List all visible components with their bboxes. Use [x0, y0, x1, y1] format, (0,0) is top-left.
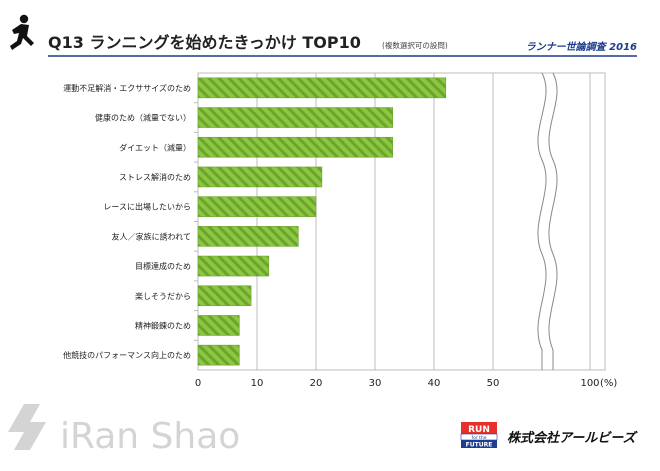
axis-break-right [548, 72, 558, 370]
category-label: 健康のため（減量でない） [95, 113, 191, 123]
category-label: 楽しそうだから [135, 291, 191, 301]
run-for-future-badge: RUN for the FUTURE [460, 422, 498, 449]
x-tick-label: 100 [580, 378, 599, 389]
x-axis-ticks: 0 10 20 30 40 50 100 (%) [195, 378, 618, 389]
category-label: 精神鍛錬のため [135, 320, 191, 330]
category-label: 目標達成のため [135, 261, 191, 271]
category-label: ストレス解消のため [119, 172, 191, 182]
badge-top-text: RUN [468, 425, 490, 435]
bar [197, 136, 393, 158]
bar [197, 285, 252, 307]
x-tick-label: 30 [369, 378, 382, 389]
category-label: 友人／家族に誘われて [112, 231, 191, 241]
axis-break-left [537, 72, 547, 370]
badge-mid-text: for the [471, 435, 486, 441]
bar [197, 166, 323, 188]
watermark-logo-icon [8, 404, 46, 450]
category-label: 運動不足解消・エクササイズのため [63, 83, 191, 93]
category-label: 他競技のパフォーマンス向上のため [63, 350, 191, 360]
x-tick-label: 10 [251, 378, 264, 389]
bar [197, 344, 240, 366]
bars [197, 77, 447, 366]
company-name: 株式会社アールビーズ [507, 430, 639, 446]
x-tick-label: 20 [310, 378, 323, 389]
x-unit-label: (%) [600, 378, 617, 389]
bar [197, 226, 299, 247]
category-label: レースに出場したいから [103, 202, 191, 212]
x-tick-label: 0 [195, 378, 201, 389]
runner-icon [10, 14, 34, 50]
bar [197, 255, 270, 277]
title-note: (複数選択可の設問) [382, 40, 448, 50]
survey-name: ランナー世論調査 2016 [526, 41, 637, 53]
x-tick-label: 40 [428, 378, 441, 389]
category-label: ダイエット（減量） [119, 142, 191, 152]
bar [197, 196, 317, 217]
bar [197, 315, 240, 336]
bar [197, 107, 393, 128]
page-title: Q13 ランニングを始めたきっかけ TOP10 [48, 33, 361, 52]
x-tick-label: 50 [487, 378, 500, 389]
badge-bottom-text: FUTURE [466, 442, 493, 449]
watermark-text: iRan Shao [60, 416, 240, 457]
bar [197, 77, 447, 99]
